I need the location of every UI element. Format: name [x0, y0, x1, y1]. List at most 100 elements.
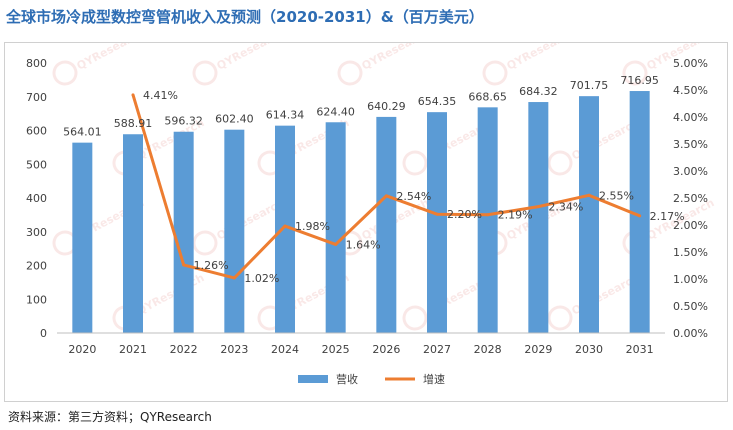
watermark: QYResearch [52, 26, 147, 86]
y-right-tick-label: 3.00% [673, 165, 708, 178]
growth-point-2027 [435, 212, 439, 216]
x-tick-label: 2021 [119, 343, 147, 356]
legend-item-growth: 增速 [385, 372, 445, 386]
x-tick-label: 2025 [322, 343, 350, 356]
y-right-tick-label: 1.00% [673, 273, 708, 286]
bar-2028 [477, 107, 498, 333]
legend-item-revenue: 营收 [298, 372, 358, 386]
growth-point-2029 [536, 205, 540, 209]
x-tick-label: 2031 [626, 343, 654, 356]
growth-value-label: 2.34% [548, 201, 583, 214]
bar-2027 [427, 112, 447, 333]
bar-2024 [275, 125, 295, 333]
x-tick-label: 2024 [271, 343, 299, 356]
data-labels: 564.01 588.91 596.32 602.40 614.34 624.40 640.… [63, 74, 685, 285]
y-left-tick-label: 0 [40, 327, 47, 340]
revenue-growth-chart: QYResearch QYResearch QYResearch QYResearch… [26, 26, 716, 386]
y-right-tick-label: 0.00% [673, 327, 708, 340]
bar-value-label: 684.32 [519, 85, 558, 98]
growth-point-2025 [334, 242, 338, 246]
x-tick-label: 2029 [524, 343, 552, 356]
bar-value-label: 716.95 [620, 74, 659, 87]
y-right-tick-label: 5.00% [673, 57, 708, 70]
growth-point-2021 [131, 93, 135, 97]
growth-point-2030 [587, 193, 591, 197]
bar-2026 [376, 116, 397, 333]
y-right-tick-label: 2.50% [673, 192, 708, 205]
growth-point-2023 [232, 276, 236, 280]
bar-2029 [528, 102, 549, 334]
y-left-tick-label: 300 [26, 226, 47, 239]
legend-label-revenue: 营收 [336, 372, 358, 386]
svg-text:QYResearch: QYResearch [215, 43, 287, 73]
y-left-tick-label: 100 [26, 293, 47, 306]
x-tick-label: 2022 [170, 343, 198, 356]
bar-2030 [579, 96, 599, 333]
y-left-tick-label: 500 [26, 158, 47, 171]
bar-2021 [123, 134, 143, 333]
growth-value-label: 1.02% [244, 272, 279, 285]
growth-value-label: 2.54% [396, 190, 431, 203]
y-left-tick-label: 600 [26, 125, 47, 138]
y-right-tick-label: 4.00% [673, 111, 708, 124]
y-right-tick-label: 2.00% [673, 219, 708, 232]
axes: 0 100 200 300 400 500 600 700 800 0.00% 0.50% 1.00%… [26, 57, 708, 356]
growth-point-2028 [486, 213, 490, 217]
x-tick-label: 2020 [68, 343, 96, 356]
page-title: 全球市场冷成型数控弯管机收入及预测（2020-2031）&（百万美元） [6, 8, 484, 26]
bar-2022 [173, 131, 194, 333]
watermark: QYResearch [337, 26, 432, 86]
bar-value-label: 588.91 [114, 117, 153, 130]
x-tick-label: 2023 [220, 343, 248, 356]
growth-point-2022 [182, 263, 186, 267]
bar-2020 [72, 142, 93, 333]
x-tick-label: 2028 [474, 343, 502, 356]
line-series [131, 93, 642, 280]
growth-value-label: 1.64% [346, 238, 381, 251]
growth-value-label: 2.20% [447, 208, 482, 221]
bar-2023 [224, 129, 245, 333]
bar-value-label: 654.35 [418, 95, 457, 108]
chart-frame: QYResearch QYResearch QYResearch QYResearch… [4, 26, 728, 402]
growth-value-label: 4.41% [143, 89, 178, 102]
bar-value-label: 596.32 [164, 115, 203, 128]
bar-value-label: 614.34 [266, 109, 305, 122]
y-left-tick-label: 700 [26, 91, 47, 104]
bar-2031 [629, 91, 650, 333]
source-note: 资料来源：第三方资料；QYResearch [8, 410, 212, 424]
growth-point-2024 [283, 224, 287, 228]
bar-series [72, 91, 650, 334]
svg-text:QYResearch: QYResearch [135, 271, 207, 317]
svg-text:QYResearch: QYResearch [75, 43, 147, 73]
y-right-tick-label: 4.50% [673, 84, 708, 97]
growth-point-2026 [384, 194, 388, 198]
watermark: QYResearch [192, 26, 287, 86]
growth-value-label: 1.26% [194, 259, 229, 272]
x-tick-label: 2030 [575, 343, 603, 356]
bar-value-label: 602.40 [215, 113, 254, 126]
growth-value-label: 1.98% [295, 220, 330, 233]
growth-value-label: 2.17% [650, 210, 685, 223]
y-right-tick-label: 3.50% [673, 138, 708, 151]
bar-2025 [325, 122, 346, 333]
y-left-tick-label: 200 [26, 260, 47, 273]
y-left-tick-label: 800 [26, 57, 47, 70]
svg-text:QYResearch: QYResearch [505, 43, 577, 73]
watermark: QYResearch [482, 26, 577, 86]
bar-value-label: 701.75 [570, 79, 609, 92]
bar-value-label: 668.65 [468, 90, 507, 103]
svg-text:QYResearch: QYResearch [360, 43, 432, 73]
growth-point-2031 [638, 214, 642, 218]
y-right-tick-label: 0.50% [673, 300, 708, 313]
legend-swatch-revenue [298, 375, 328, 383]
x-tick-label: 2026 [372, 343, 400, 356]
legend-label-growth: 增速 [423, 372, 445, 386]
bar-value-label: 624.40 [316, 105, 355, 118]
y-right-tick-label: 1.50% [673, 246, 708, 259]
growth-value-label: 2.19% [498, 209, 533, 222]
x-tick-label: 2027 [423, 343, 451, 356]
legend: 营收 增速 [298, 372, 445, 386]
bar-value-label: 640.29 [367, 100, 406, 113]
bar-value-label: 564.01 [63, 126, 102, 139]
y-left-tick-label: 400 [26, 192, 47, 205]
